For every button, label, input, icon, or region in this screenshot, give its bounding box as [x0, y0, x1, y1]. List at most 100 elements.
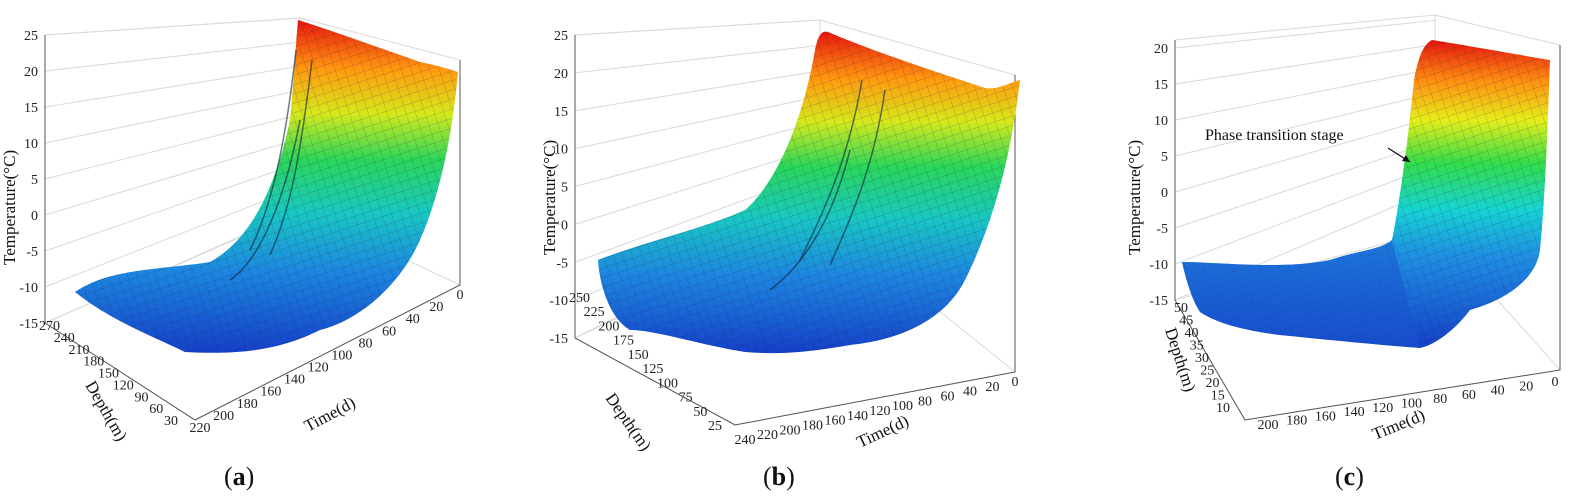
panel-a-z-tick: 15	[24, 101, 38, 116]
panel-b-z-tick: 25	[554, 29, 568, 44]
panel-a-mesh	[75, 20, 458, 353]
panel-a-time-tick: 20	[429, 300, 443, 315]
panel-a-time-tick: 0	[457, 288, 464, 303]
panel-a-depth-tick: 90	[135, 390, 149, 405]
panel-c-annotation: Phase transition stage	[1205, 127, 1344, 144]
panel-c-z-tick: 20	[1154, 42, 1168, 57]
panel-a-time-label: Time(d)	[301, 393, 359, 436]
panel-c-depth-tick: 10	[1216, 401, 1230, 416]
panel-b-z-tick: -15	[549, 332, 568, 347]
panel-c-time-tick: 0	[1552, 375, 1559, 390]
panel-c-z-tick: -15	[1149, 294, 1168, 309]
panel-b-time-tick: 100	[892, 399, 913, 414]
panel-c-annotation-arrowhead	[1402, 155, 1410, 162]
panel-a-z-tick: -15	[19, 317, 38, 332]
panel-c-depth-tick: 45	[1179, 314, 1193, 329]
panel-a-depth-tick: 120	[113, 378, 134, 393]
panel-c-z-tick: -10	[1149, 258, 1168, 273]
panel-b-z-ticks: -15 -10 -5 0 5 10 15 20 25	[549, 29, 568, 347]
panel-c-z-ticks: -15 -10 -5 0 5 10 15 20	[1149, 42, 1168, 309]
panel-a-depth-tick: 180	[83, 355, 104, 370]
panel-c-time-tick: 100	[1401, 397, 1422, 412]
panel-b-depth-tick: 75	[679, 391, 693, 406]
panel-c-depth-tick: 50	[1174, 301, 1188, 316]
panel-b-z-tick: 0	[561, 218, 568, 233]
panel-c-z-label: Temperature(°C)	[1125, 140, 1144, 255]
panel-b-depth-label: Depth(m)	[602, 389, 655, 454]
panel-a-z-ticks: -15 -10 -5 0 5 10 15 20 25	[19, 29, 38, 332]
panel-a-z-tick: -10	[19, 281, 38, 296]
panel-c-time-tick: 40	[1491, 384, 1505, 399]
panel-a-z-label: Temperature(°C)	[0, 150, 19, 265]
panel-b-z-label: Temperature(°C)	[540, 140, 559, 255]
panel-c-depth-tick: 20	[1206, 376, 1220, 391]
panel-a-frame	[44, 35, 461, 421]
panel-c-depth-tick: 15	[1211, 389, 1225, 404]
panel-b-time-tick: 160	[825, 414, 846, 429]
panel-a-time-tick: 180	[237, 397, 258, 412]
panel-a-z-tick: 10	[24, 137, 38, 152]
panel-a-z-tick: -5	[26, 245, 38, 260]
panel-b-ridges	[769, 79, 886, 291]
panel-a-depth-tick: 60	[149, 402, 163, 417]
panel-c-caption: (c)	[1335, 462, 1364, 491]
panel-a-time-tick: 120	[308, 361, 329, 376]
panel-b-z-tick: 5	[561, 181, 568, 196]
panel-c-depth-tick: 40	[1185, 326, 1199, 341]
panel-c-depth-tick: 25	[1200, 364, 1214, 379]
panel-a-z-tick: 5	[31, 173, 38, 188]
panel-c-time-tick: 120	[1372, 401, 1393, 416]
panel-b-depth-tick: 250	[569, 291, 590, 306]
panel-a-time-tick: 200	[213, 409, 234, 424]
panel-a-depth-tick: 30	[164, 414, 178, 429]
panel-a-time-tick: 160	[260, 385, 281, 400]
panel-c-time-tick: 20	[1519, 379, 1533, 394]
panel-a-depth-tick: 210	[69, 343, 90, 358]
panel-a-z-tick: 25	[24, 29, 38, 44]
panel-c-z-tick: 15	[1154, 78, 1168, 93]
panel-b-depth-tick: 25	[708, 419, 722, 434]
panel-b-depth-tick: 125	[642, 362, 663, 377]
panel-a-time-tick: 100	[331, 348, 352, 363]
panel-a-time-tick: 40	[406, 312, 420, 327]
panel-a-time-tick: 220	[190, 421, 211, 436]
panel-a-depth-tick: 270	[39, 319, 60, 334]
panel-c-depth-tick: 35	[1190, 339, 1204, 354]
panel-a-time-tick: 80	[358, 336, 372, 351]
panel-c-z-tick: 0	[1161, 186, 1168, 201]
panel-b-z-tick: -5	[556, 256, 568, 271]
panel-a-time-tick: 60	[382, 324, 396, 339]
panel-b-time-tick: 240	[735, 433, 756, 448]
panel-b-depth-tick: 225	[584, 305, 605, 320]
panel-b-z-tick: 20	[554, 67, 568, 82]
panel-b-time-tick: 140	[847, 409, 868, 424]
panel-b-time-tick: 20	[986, 380, 1000, 395]
panel-c-plateau	[1182, 240, 1420, 348]
panel-a-depth-tick: 240	[54, 331, 75, 346]
panel-b-time-tick: 200	[780, 423, 801, 438]
panel-c-time-tick: 80	[1433, 392, 1447, 407]
panel-c-z-tick: 5	[1161, 150, 1168, 165]
panel-b-depth-tick: 100	[657, 376, 678, 391]
panel-b-depth-tick: 50	[693, 405, 707, 420]
panel-b-time-tick: 120	[870, 404, 891, 419]
panel-b-depth-tick: 175	[613, 334, 634, 349]
panel-b-depth-tick: 150	[628, 348, 649, 363]
panel-b-mesh	[598, 31, 1020, 354]
panel-a-caption: (a)	[224, 462, 254, 491]
panel-b-time-tick: 40	[963, 385, 977, 400]
panel-b-caption: (b)	[763, 462, 795, 491]
panel-c-time-ticks: 0 20 40 60 80 100 120 140 160 180 200	[1258, 375, 1559, 433]
panel-b-time-tick: 0	[1012, 375, 1019, 390]
panel-a-ridges	[229, 49, 313, 281]
panel-a-z-tick: 0	[31, 209, 38, 224]
